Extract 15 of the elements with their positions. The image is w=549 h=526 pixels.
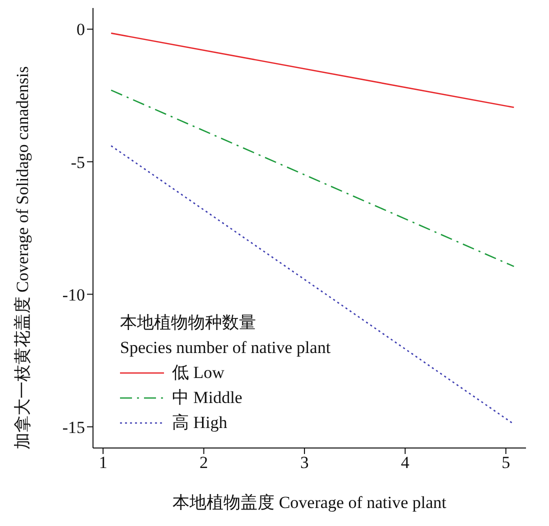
- x-tick-label: 3: [300, 453, 309, 472]
- legend-label: 高 High: [172, 412, 228, 434]
- y-tick-label: -15: [62, 418, 85, 437]
- y-tick-label: 0: [76, 20, 85, 40]
- legend-label: 中 Middle: [172, 387, 242, 409]
- legend-title: 本地植物物种数量 Species number of native plant: [120, 312, 331, 359]
- x-tick-label: 5: [502, 453, 510, 472]
- y-axis-title: 加拿大一枝黄花盖度 Coverage of Solidago canadensis: [13, 66, 32, 450]
- y-tick-label: -5: [70, 152, 85, 172]
- x-tick-label: 1: [98, 453, 108, 472]
- legend-label: 低 Low: [172, 362, 224, 384]
- x-tick-label: 2: [200, 453, 208, 472]
- y-tick-label: -10: [62, 285, 85, 304]
- x-axis-title: 本地植物盖度 Coverage of native plant: [172, 493, 447, 512]
- x-tick-label: 4: [400, 453, 410, 472]
